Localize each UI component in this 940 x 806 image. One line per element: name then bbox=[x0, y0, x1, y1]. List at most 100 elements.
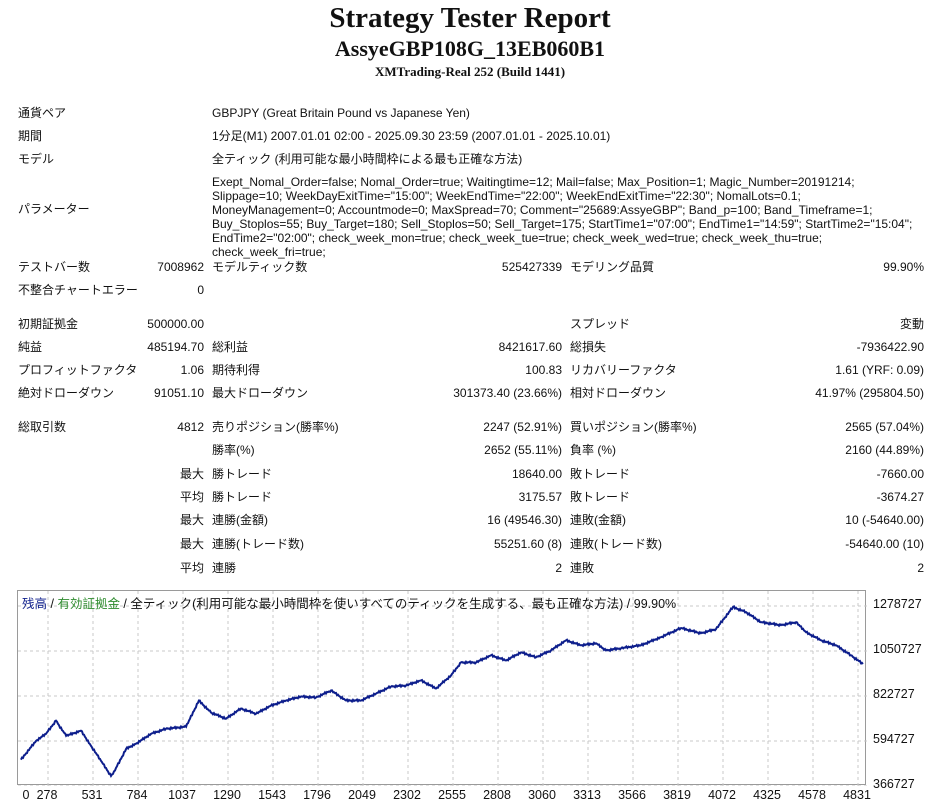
stat-value-2: 301373.40 (23.66%) bbox=[453, 386, 562, 400]
stat-value-2: 2247 (52.91%) bbox=[483, 420, 562, 434]
stat-value-1: 平均 bbox=[179, 490, 204, 504]
stat-value-1: 91051.10 bbox=[153, 386, 204, 400]
x-tick-label: 3060 bbox=[528, 788, 556, 802]
balance-chart: 残高 / 有効証拠金 / 全ティック(利用可能な最小時間枠を使いすべてのティック… bbox=[17, 590, 867, 786]
legend-balance: 残高 bbox=[22, 597, 48, 611]
stat-value-1: 0 bbox=[197, 283, 204, 297]
stat-value-1: 500000.00 bbox=[147, 317, 204, 331]
x-tick-label: 3313 bbox=[573, 788, 601, 802]
symbol-row: 通貨ペア GBPJPY (Great Britain Pound vs Japa… bbox=[0, 103, 940, 123]
stats-row: プロフィットファクタ 1.06 期待利得 100.83 リカバリーファクタ 1.61 (Y… bbox=[0, 360, 940, 380]
expert-name: AssyeGBP108G_13EB060B1 bbox=[334, 36, 606, 61]
stat-value-3: -7660.00 bbox=[876, 467, 924, 481]
balance-line bbox=[20, 604, 864, 778]
stat-value-2: 100.83 bbox=[525, 363, 562, 377]
stat-label-3: モデリング品質 bbox=[570, 260, 655, 274]
stat-label-3: 敗トレード bbox=[570, 467, 631, 481]
params-value: Exept_Nomal_Order=false; Nomal_Order=tru… bbox=[212, 175, 913, 259]
stat-label-2: 勝率(%) bbox=[212, 443, 255, 457]
legend-model: / 全ティック(利用可能な最小時間枠を使いすべてのティックを生成する、最も正確な… bbox=[119, 597, 677, 611]
stat-value-3: -7936422.90 bbox=[856, 340, 924, 354]
stat-value-1: 1.06 bbox=[180, 363, 204, 377]
stat-label-2: 総利益 bbox=[212, 340, 249, 354]
stat-label-2: 連勝 bbox=[212, 561, 237, 575]
x-tick-label: 2808 bbox=[483, 788, 511, 802]
stat-value-1: 7008962 bbox=[157, 260, 204, 274]
y-tick-label: 1050727 bbox=[873, 642, 922, 657]
stat-label-3: 連敗(金額) bbox=[570, 513, 626, 527]
stats-row: 勝率(%) 2652 (55.11%) 負率 (%) 2160 (44.89%) bbox=[0, 440, 940, 460]
x-tick-label: 1037 bbox=[168, 788, 196, 802]
stat-value-3: -3674.27 bbox=[876, 490, 924, 504]
x-tick-label: 278 bbox=[36, 788, 58, 802]
report-title: Strategy Tester Report bbox=[329, 2, 611, 34]
stat-label-2: 勝トレード bbox=[212, 467, 273, 481]
stat-label-1: 不整合チャートエラー bbox=[18, 283, 138, 297]
legend-equity: 有効証拠金 bbox=[57, 597, 120, 611]
stat-label-3: 買いポジション(勝率%) bbox=[570, 420, 697, 434]
stats-row: 総取引数 4812 売りポジション(勝率%) 2247 (52.91%) 買いポジション… bbox=[0, 417, 940, 437]
stat-label-3: 総損失 bbox=[570, 340, 607, 354]
stat-label-2: 最大ドローダウン bbox=[212, 386, 309, 400]
stat-value-2: 3175.57 bbox=[518, 490, 562, 504]
stat-label-3: スプレッド bbox=[570, 317, 631, 331]
x-tick-label: 3566 bbox=[618, 788, 646, 802]
period-label: 期間 bbox=[18, 129, 43, 143]
stat-label-2: 期待利得 bbox=[212, 363, 261, 377]
stat-value-1: 最大 bbox=[179, 467, 204, 481]
stat-label-2: 連勝(トレード数) bbox=[212, 537, 304, 551]
stat-value-2: 16 (49546.30) bbox=[487, 513, 562, 527]
chart-plot bbox=[18, 591, 867, 786]
stat-label-2: 勝トレード bbox=[212, 490, 273, 504]
x-tick-label: 2049 bbox=[348, 788, 376, 802]
stat-label-1: 初期証拠金 bbox=[18, 317, 79, 331]
stat-label-1: 絶対ドローダウン bbox=[18, 386, 115, 400]
params-row: パラメーター bbox=[0, 199, 940, 219]
stat-label-1: 総取引数 bbox=[18, 420, 67, 434]
stats-row: テストバー数 7008962 モデルティック数 525427339 モデリング品質 99.… bbox=[0, 257, 940, 277]
y-tick-label: 1278727 bbox=[873, 597, 922, 612]
legend-sep: / bbox=[47, 597, 58, 611]
y-tick-label: 822727 bbox=[873, 687, 915, 702]
x-tick-label: 4325 bbox=[753, 788, 781, 802]
stat-value-2: 2 bbox=[555, 561, 562, 575]
x-tick-label: 784 bbox=[126, 788, 148, 802]
stat-label-1: 純益 bbox=[18, 340, 43, 354]
stats-row: 平均 連勝 2 連敗 2 bbox=[0, 558, 940, 578]
x-tick-label: 4578 bbox=[798, 788, 826, 802]
x-tick-label: 531 bbox=[81, 788, 103, 802]
stat-value-1: 最大 bbox=[179, 537, 204, 551]
stats-row: 最大 勝トレード 18640.00 敗トレード -7660.00 bbox=[0, 464, 940, 484]
x-tick-label: 4072 bbox=[708, 788, 736, 802]
chart-legend: 残高 / 有効証拠金 / 全ティック(利用可能な最小時間枠を使いすべてのティック… bbox=[22, 593, 676, 612]
x-tick-label: 1796 bbox=[303, 788, 331, 802]
stat-value-3: 41.97% (295804.50) bbox=[815, 386, 924, 400]
x-tick-label: 1290 bbox=[213, 788, 241, 802]
stat-value-2: 2652 (55.11%) bbox=[484, 443, 562, 457]
model-value: 全ティック (利用可能な最小時間枠による最も正確な方法) bbox=[212, 152, 523, 166]
stat-value-1: 485194.70 bbox=[147, 340, 204, 354]
x-tick-label: 0 bbox=[22, 788, 30, 802]
stat-label-1: テストバー数 bbox=[18, 260, 91, 274]
stats-row: 最大 連勝(金額) 16 (49546.30) 連敗(金額) 10 (-54640.00… bbox=[0, 510, 940, 530]
stat-value-3: 99.90% bbox=[883, 260, 924, 274]
y-tick-label: 594727 bbox=[873, 732, 915, 746]
stat-value-3: 2 bbox=[917, 561, 924, 575]
stats-row: 絶対ドローダウン 91051.10 最大ドローダウン 301373.40 (23.66… bbox=[0, 383, 940, 403]
stat-label-3: 相対ドローダウン bbox=[570, 386, 667, 400]
x-tick-label: 1543 bbox=[258, 788, 286, 802]
x-tick-label: 3819 bbox=[663, 788, 691, 802]
stats-row: 平均 勝トレード 3175.57 敗トレード -3674.27 bbox=[0, 487, 940, 507]
model-label: モデル bbox=[18, 152, 55, 166]
stat-value-1: 平均 bbox=[179, 561, 204, 575]
stat-value-2: 525427339 bbox=[501, 260, 562, 274]
stats-row: 初期証拠金 500000.00 スプレッド 変動 bbox=[0, 314, 940, 334]
stat-label-3: リカバリーファクタ bbox=[570, 363, 677, 377]
stat-value-3: 変動 bbox=[899, 317, 924, 331]
stat-label-1: プロフィットファクタ bbox=[18, 363, 138, 377]
stat-value-3: 2565 (57.04%) bbox=[845, 420, 924, 434]
stat-value-2: 8421617.60 bbox=[498, 340, 562, 354]
stat-value-3: 2160 (44.89%) bbox=[845, 443, 924, 457]
stat-label-2: モデルティック数 bbox=[212, 260, 308, 274]
period-value: 1分足(M1) 2007.01.01 02:00 - 2025.09.30 23… bbox=[212, 129, 611, 143]
